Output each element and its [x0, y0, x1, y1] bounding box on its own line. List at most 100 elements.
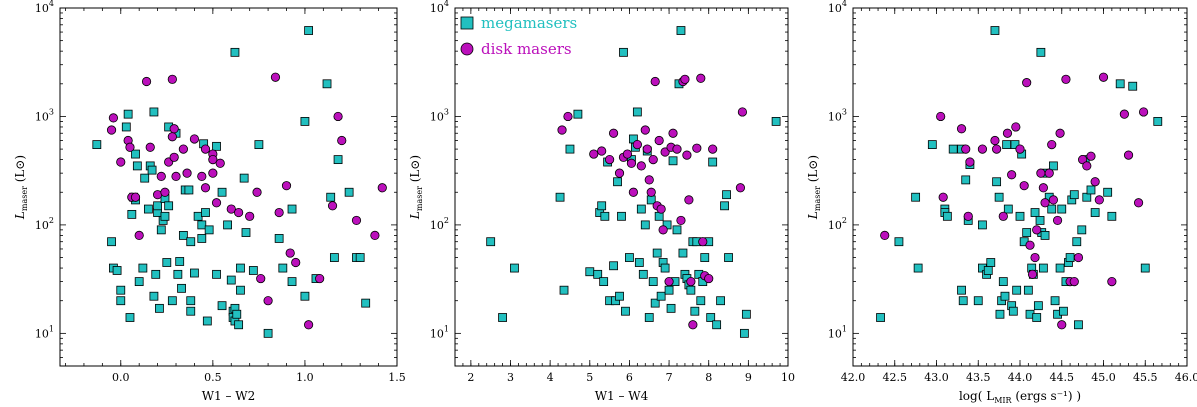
disk-maser-point — [642, 144, 652, 154]
megamaser-point — [958, 296, 968, 306]
y-axis-label: Lmaser (L⊙) — [13, 155, 29, 220]
megamaser-point — [107, 237, 116, 247]
disk-maser-point — [245, 211, 255, 221]
megamaser-point — [212, 141, 221, 151]
megamaser-point — [1015, 211, 1025, 221]
megamaser-point — [287, 277, 297, 287]
disk-maser-point — [256, 273, 266, 284]
megamaser-point — [686, 285, 696, 295]
megamaser-point — [600, 211, 610, 221]
disk-maser-point — [656, 204, 666, 214]
disk-maser-point — [646, 187, 656, 197]
disk-maser-point — [108, 113, 119, 123]
megamaser-point — [234, 320, 244, 330]
disk-maser-point — [1138, 107, 1149, 117]
megamaser-point — [167, 296, 177, 306]
disk-maser-point — [285, 248, 295, 258]
disk-maser-point — [648, 155, 658, 165]
x-tick-label: 0.0 — [112, 371, 130, 384]
megamaser-point — [510, 263, 519, 273]
megamaser-point — [333, 155, 343, 165]
disk-maser-point — [263, 296, 273, 306]
y-tick-label: 103 — [430, 107, 449, 123]
megamaser-point — [1074, 320, 1083, 330]
y-tick-label: 104 — [828, 0, 847, 15]
megamaser-point — [593, 269, 603, 279]
disk-maser-point — [208, 155, 218, 165]
disk-maser-point — [208, 168, 218, 178]
disk-maser-point — [1036, 168, 1046, 178]
megamaser-point — [712, 320, 722, 330]
megamaser-point — [287, 204, 297, 214]
disk-maser-point — [141, 76, 152, 87]
disk-maser-point — [377, 183, 387, 193]
megamaser-point — [241, 228, 251, 237]
megamaser-point — [894, 237, 904, 247]
megamaser-point — [1040, 231, 1050, 240]
megamaser-point — [232, 309, 242, 319]
disk-maser-point — [125, 142, 135, 152]
disk-maser-point — [1098, 72, 1109, 82]
y-axis-label: Lmaser (L⊙) — [408, 155, 424, 220]
megamaser-point — [329, 253, 339, 262]
legend-label: disk masers — [481, 40, 572, 58]
megamaser-point — [236, 263, 245, 273]
megamaser-point — [226, 275, 236, 285]
x-tick-label: 45.0 — [1091, 371, 1116, 384]
megamaser-point — [942, 211, 952, 221]
megamaser-point — [650, 298, 660, 308]
megamaser-point — [278, 263, 288, 273]
megamaser-point — [160, 211, 170, 221]
megamaser-point — [326, 192, 336, 202]
megamaser-point — [131, 149, 140, 159]
megamaser-point — [1107, 211, 1117, 221]
megamaser-point — [990, 26, 1000, 35]
y-tick-label: 104 — [35, 0, 54, 15]
disk-maser-point — [1044, 168, 1054, 178]
y-tick-label: 102 — [828, 216, 847, 232]
disk-maser-point — [1048, 195, 1059, 205]
megamaser-point — [217, 301, 227, 311]
megamaser-point — [254, 140, 264, 150]
disk-maser-point — [977, 144, 988, 154]
disk-maser-point — [200, 183, 211, 193]
megamaser-point — [983, 266, 993, 275]
disk-maser-point — [614, 168, 625, 178]
megamaser-point — [700, 253, 710, 262]
disk-maser-point — [684, 195, 694, 205]
megamaser-point — [632, 107, 642, 117]
megamaser-point — [739, 328, 749, 338]
megamaser-point — [355, 253, 365, 262]
megamaser-point — [619, 47, 628, 57]
disk-maser-point — [682, 150, 692, 160]
megamaser-point — [696, 296, 706, 306]
disk-maser-point — [992, 144, 1002, 154]
megamaser-point — [300, 117, 310, 126]
x-tick-label: 8 — [705, 371, 712, 384]
megamaser-point — [162, 258, 172, 267]
megamaser-point — [156, 225, 166, 235]
megamaser-point — [656, 291, 666, 301]
megamaser-point — [153, 201, 163, 211]
megamaser-point — [911, 192, 921, 202]
megamaser-point — [149, 291, 159, 301]
disk-maser-point — [708, 144, 718, 154]
megamaser-point — [1055, 263, 1065, 273]
megamaser-point — [263, 328, 273, 338]
megamaser-point — [573, 109, 583, 119]
megamaser-point — [708, 157, 718, 167]
disk-maser-point — [605, 155, 615, 165]
megamaser-point — [961, 175, 971, 185]
megamaser-point — [720, 201, 729, 211]
disk-maser-point — [1030, 252, 1040, 263]
x-axis-label: W1 – W2 — [202, 389, 256, 403]
megamaser-point — [1022, 228, 1032, 237]
x-tick-label: 0.5 — [204, 371, 222, 384]
disk-maser-point — [167, 74, 177, 84]
megamaser-point — [1035, 216, 1045, 225]
megamaser-point — [615, 291, 624, 301]
disk-maser-point — [956, 124, 967, 134]
megamaser-point — [1003, 204, 1013, 214]
disk-maser-point — [1073, 252, 1084, 263]
